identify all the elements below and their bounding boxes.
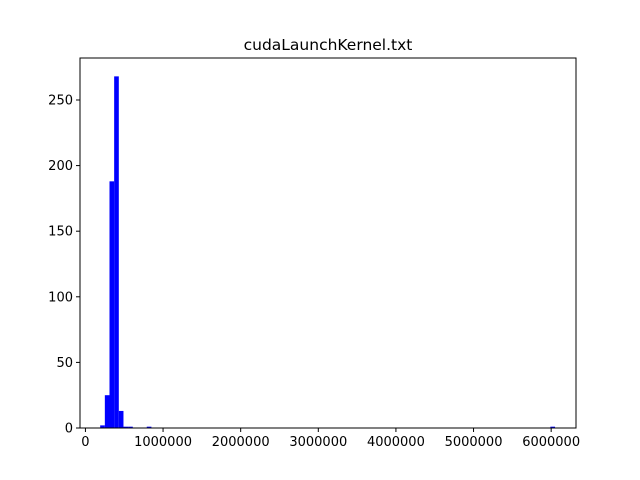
histogram-bar-4 — [118, 410, 124, 428]
x-tick-label-1: 1000000 — [134, 435, 192, 450]
x-tick-label-0: 0 — [81, 435, 89, 450]
x-tick-label-2: 2000000 — [212, 435, 270, 450]
y-tick-label-5: 250 — [48, 93, 73, 108]
histogram-bar-2 — [109, 181, 115, 428]
x-axis-ticks: 0 1000000 2000000 3000000 4000000 5000000 6000… — [81, 428, 580, 450]
histogram-bar-7 — [146, 426, 152, 428]
y-axis-ticks: 0 50 100 150 200 250 — [48, 93, 80, 437]
y-tick-label-2: 100 — [48, 290, 73, 305]
y-tick-label-3: 150 — [48, 225, 73, 240]
chart-title: cudaLaunchKernel.txt — [244, 36, 413, 54]
x-tick-label-6: 6000000 — [522, 435, 580, 450]
histogram-bar-3 — [114, 76, 119, 428]
histogram-bar-6 — [128, 426, 133, 428]
histogram-bar-8 — [550, 426, 556, 428]
y-tick-label-0: 0 — [65, 422, 73, 437]
x-tick-label-5: 5000000 — [445, 435, 503, 450]
histogram-bar-1 — [104, 395, 110, 428]
plot-frame — [79, 57, 577, 429]
y-tick-label-1: 50 — [56, 356, 73, 371]
y-tick-label-4: 200 — [48, 159, 73, 174]
histogram-bar-0 — [100, 425, 105, 428]
histogram-bars — [100, 76, 556, 428]
x-tick-label-3: 3000000 — [289, 435, 347, 450]
histogram-bar-5 — [123, 426, 129, 428]
x-tick-label-4: 4000000 — [367, 435, 425, 450]
